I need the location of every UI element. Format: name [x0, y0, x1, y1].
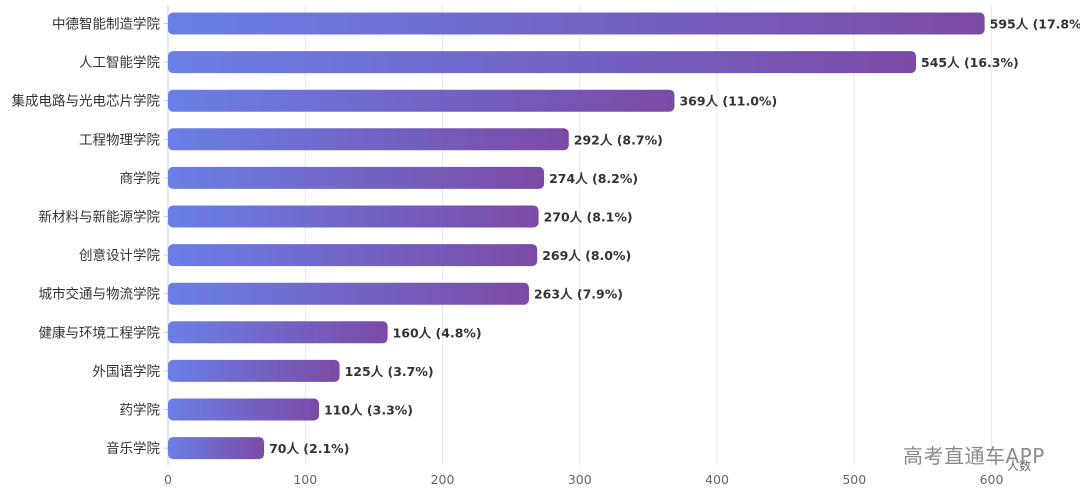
category-label: 人工智能学院 [79, 55, 160, 71]
x-axis-ticks: 0 100 200 300 400 500 600 [164, 472, 1003, 487]
data-label: 125人 (3.7%) [345, 364, 434, 379]
x-tick-label: 500 [842, 472, 866, 487]
category-label: 中德智能制造学院 [52, 17, 160, 33]
category-label: 健康与环境工程学院 [39, 324, 161, 341]
bar [168, 359, 340, 382]
category-label: 新材料与新能源学院 [39, 210, 161, 226]
bars [168, 12, 985, 460]
data-label: 274人 (8.2%) [549, 171, 638, 186]
category-label: 药学院 [120, 403, 161, 419]
data-label: 160人 (4.8%) [393, 325, 482, 340]
bar [168, 321, 388, 344]
data-label: 545人 (16.3%) [921, 55, 1019, 70]
bar [168, 51, 917, 74]
data-label: 269人 (8.0%) [542, 248, 631, 263]
category-labels: 中德智能制造学院人工智能学院集成电路与光电芯片学院工程物理学院商学院新材料与新能… [12, 17, 161, 458]
bar [168, 128, 569, 151]
bar [168, 398, 319, 421]
category-label: 创意设计学院 [79, 247, 160, 264]
data-label: 369人 (11.0%) [679, 94, 777, 109]
watermark: 高考直通车APP [903, 444, 1045, 468]
bar [168, 166, 545, 189]
data-label: 595人 (17.8%) [990, 17, 1080, 32]
category-label: 工程物理学院 [79, 132, 160, 148]
x-tick-label: 600 [980, 472, 1004, 487]
x-tick-label: 0 [164, 472, 172, 487]
grid-lines [164, 5, 992, 465]
category-label: 商学院 [120, 171, 161, 187]
x-tick-label: 200 [431, 472, 455, 487]
x-tick-label: 300 [568, 472, 592, 487]
data-label: 70人 (2.1%) [269, 441, 349, 456]
bar [168, 12, 985, 35]
category-label: 外国语学院 [93, 364, 161, 380]
data-label: 110人 (3.3%) [324, 403, 413, 418]
x-tick-label: 400 [705, 472, 729, 487]
bar [168, 205, 539, 228]
x-tick-label: 100 [293, 472, 317, 487]
bar [168, 89, 675, 112]
bar [168, 282, 529, 305]
bar [168, 244, 538, 267]
data-labels: 595人 (17.8%) 545人 (16.3%) 369人 (11.0%) 292人… [269, 17, 1080, 457]
category-label: 音乐学院 [106, 440, 160, 457]
category-label: 集成电路与光电芯片学院 [12, 94, 161, 110]
data-label: 263人 (7.9%) [534, 287, 623, 302]
data-label: 292人 (8.7%) [574, 132, 663, 147]
x-axis-title: 人数 [1007, 458, 1031, 473]
bar [168, 437, 265, 460]
data-label: 270人 (8.1%) [544, 210, 633, 225]
category-label: 城市交通与物流学院 [39, 286, 161, 303]
